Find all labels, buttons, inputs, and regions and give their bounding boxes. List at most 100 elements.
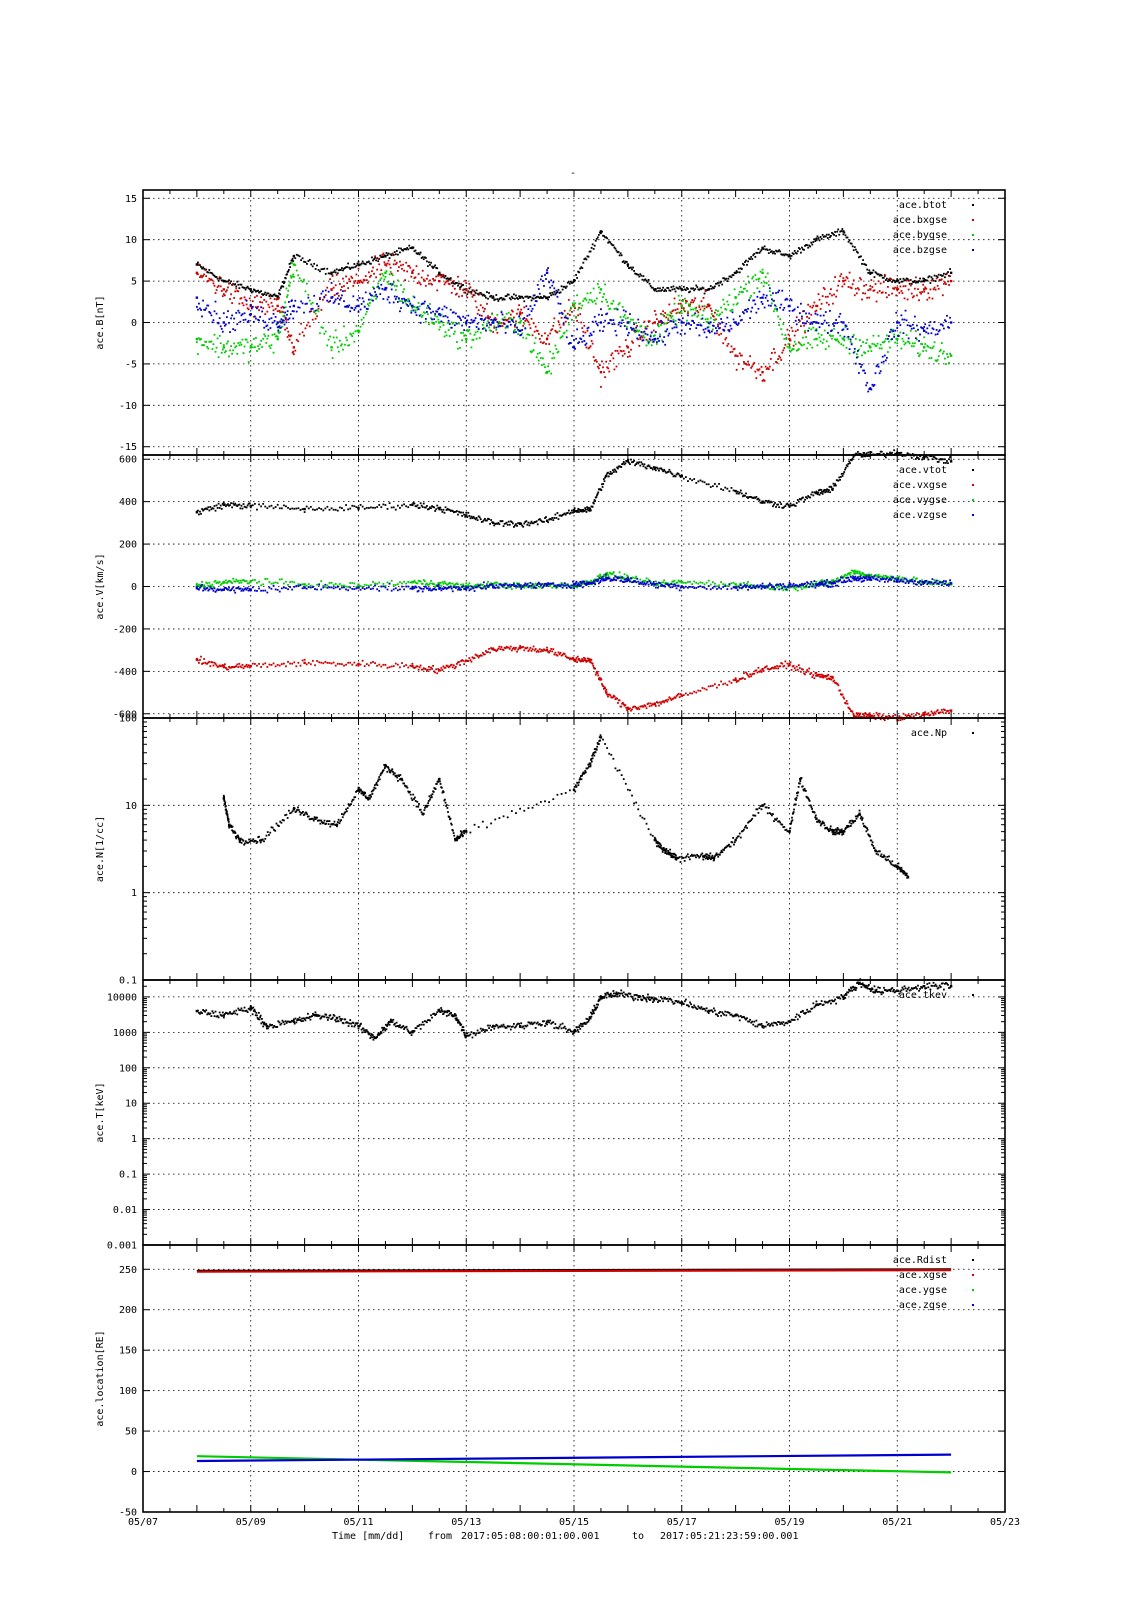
- data-point: [456, 282, 458, 284]
- data-point: [469, 291, 472, 294]
- data-point: [371, 270, 373, 273]
- data-point: [529, 327, 532, 330]
- data-point: [222, 501, 225, 504]
- data-point: [473, 294, 476, 297]
- data-point: [470, 515, 473, 518]
- data-point: [594, 673, 597, 676]
- data-point: [539, 650, 542, 653]
- data-point: [500, 296, 503, 299]
- data-point: [585, 342, 588, 345]
- data-point: [842, 233, 845, 236]
- data-point: [720, 488, 723, 490]
- data-point: [530, 299, 533, 302]
- data-point: [625, 326, 628, 328]
- data-point: [813, 321, 816, 323]
- data-point: [231, 352, 234, 355]
- data-point: [448, 508, 451, 511]
- data-point: [545, 278, 547, 280]
- data-point: [688, 291, 690, 294]
- data-point: [399, 260, 401, 263]
- data-point: [543, 285, 545, 287]
- data-point: [482, 519, 485, 522]
- data-point: [744, 309, 746, 312]
- data-point: [360, 318, 363, 321]
- data-point: [845, 276, 848, 278]
- data-point: [673, 326, 676, 329]
- data-point: [700, 324, 703, 327]
- data-point: [784, 253, 787, 256]
- data-point: [365, 310, 368, 313]
- data-point: [543, 363, 545, 366]
- data-point: [357, 260, 360, 263]
- data-point: [945, 712, 947, 714]
- data-point: [297, 254, 300, 257]
- data-point: [654, 288, 657, 290]
- data-point: [278, 507, 281, 510]
- data-point: [594, 500, 597, 502]
- data-point: [814, 310, 817, 313]
- data-point: [586, 580, 588, 583]
- data-point: [520, 646, 523, 649]
- data-point: [303, 658, 306, 661]
- data-point: [869, 451, 872, 453]
- data-point: [744, 678, 746, 680]
- data-point: [669, 320, 672, 322]
- data-point: [846, 336, 849, 339]
- data-point: [411, 246, 414, 249]
- data-point: [472, 289, 475, 292]
- data-point: [554, 329, 557, 332]
- data-point: [458, 315, 460, 318]
- data-point: [693, 289, 696, 292]
- data-point: [198, 263, 200, 266]
- data-point: [739, 286, 742, 289]
- data-point: [427, 274, 429, 277]
- data-point: [737, 322, 740, 325]
- data-point: [745, 283, 747, 286]
- data-point: [559, 651, 562, 654]
- data-point: [900, 451, 903, 454]
- data-point: [936, 709, 939, 711]
- data-point: [714, 683, 716, 686]
- data-point: [228, 665, 230, 668]
- data-point: [731, 350, 734, 353]
- data-point: [680, 304, 683, 308]
- data-point: [442, 665, 445, 668]
- data-point: [676, 693, 679, 696]
- data-point: [863, 452, 865, 454]
- data-point: [272, 293, 275, 296]
- data-point: [548, 281, 551, 284]
- data-point: [483, 653, 486, 656]
- data-point: [762, 293, 765, 296]
- data-point: [555, 348, 558, 350]
- data-point: [622, 461, 625, 463]
- data-point: [564, 287, 567, 289]
- data-point: [219, 325, 222, 328]
- data-point: [817, 332, 820, 335]
- data-point: [486, 324, 488, 327]
- data-point: [786, 345, 789, 348]
- data-point: [649, 467, 652, 469]
- data-point: [694, 312, 697, 315]
- data-point: [313, 310, 316, 313]
- data-point: [666, 313, 669, 316]
- data-point: [473, 319, 476, 322]
- data-point: [366, 281, 369, 284]
- data-point: [244, 318, 247, 321]
- data-point: [244, 580, 247, 583]
- data-point: [906, 324, 909, 327]
- data-point: [650, 344, 653, 347]
- data-point: [396, 583, 399, 586]
- data-point: [842, 472, 845, 475]
- data-point: [795, 316, 798, 319]
- data-point: [682, 321, 685, 324]
- data-point: [217, 665, 220, 668]
- data-point: [775, 292, 777, 294]
- data-point: [836, 322, 839, 324]
- data-point: [458, 322, 460, 325]
- data-point: [715, 282, 717, 285]
- data-point: [433, 279, 436, 282]
- data-point: [871, 286, 874, 288]
- data-point: [462, 583, 465, 586]
- data-point: [598, 677, 601, 679]
- data-point: [370, 294, 372, 296]
